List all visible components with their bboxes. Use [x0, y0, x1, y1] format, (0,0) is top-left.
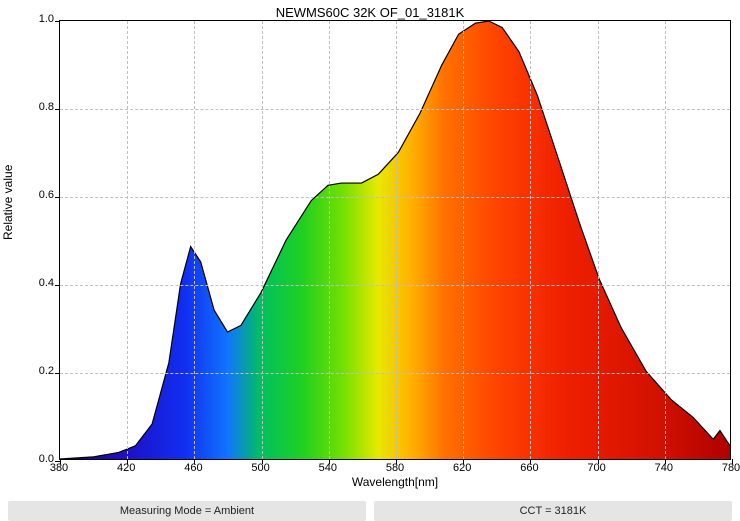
xtick-label: 620 — [453, 462, 471, 474]
xtick-label: 780 — [722, 462, 740, 474]
xtick-label: 580 — [386, 462, 404, 474]
gridline-h — [60, 373, 730, 374]
y-axis-label: Relative value — [1, 165, 15, 240]
gridline-h — [60, 109, 730, 110]
ytick — [55, 373, 60, 374]
gridline-v — [262, 21, 263, 459]
plot-area — [59, 20, 731, 460]
xtick-label: 660 — [520, 462, 538, 474]
status-cct: CCT = 3181K — [374, 501, 732, 521]
gridline-v — [194, 21, 195, 459]
xtick-label: 540 — [319, 462, 337, 474]
ytick-label: 0.4 — [14, 277, 54, 289]
gridline-v — [396, 21, 397, 459]
ytick-label: 0.2 — [14, 365, 54, 377]
chart-container: NEWMS60C 32K OF_01_3181K Relative value … — [0, 0, 740, 521]
xtick-label: 700 — [587, 462, 605, 474]
ytick — [55, 21, 60, 22]
gridline-v — [329, 21, 330, 459]
gridline-v — [665, 21, 666, 459]
ytick-label: 0.8 — [14, 101, 54, 113]
xtick-label: 460 — [184, 462, 202, 474]
ytick-label: 1.0 — [14, 13, 54, 25]
xtick-label: 500 — [251, 462, 269, 474]
ytick-label: 0.6 — [14, 189, 54, 201]
ytick — [55, 109, 60, 110]
spectrum-curve — [60, 21, 730, 459]
gridline-h — [60, 197, 730, 198]
xtick-label: 740 — [655, 462, 673, 474]
gridline-v — [463, 21, 464, 459]
status-measuring-mode: Measuring Mode = Ambient — [8, 501, 366, 521]
xtick-label: 420 — [117, 462, 135, 474]
x-axis-label: Wavelength[nm] — [59, 475, 731, 489]
ytick — [55, 197, 60, 198]
chart-title: NEWMS60C 32K OF_01_3181K — [0, 5, 740, 20]
gridline-v — [598, 21, 599, 459]
ytick-label: 0.0 — [14, 453, 54, 465]
status-bar: Measuring Mode = Ambient CCT = 3181K — [0, 501, 740, 521]
gridline-v — [530, 21, 531, 459]
ytick — [55, 285, 60, 286]
gridline-h — [60, 285, 730, 286]
gridline-v — [127, 21, 128, 459]
